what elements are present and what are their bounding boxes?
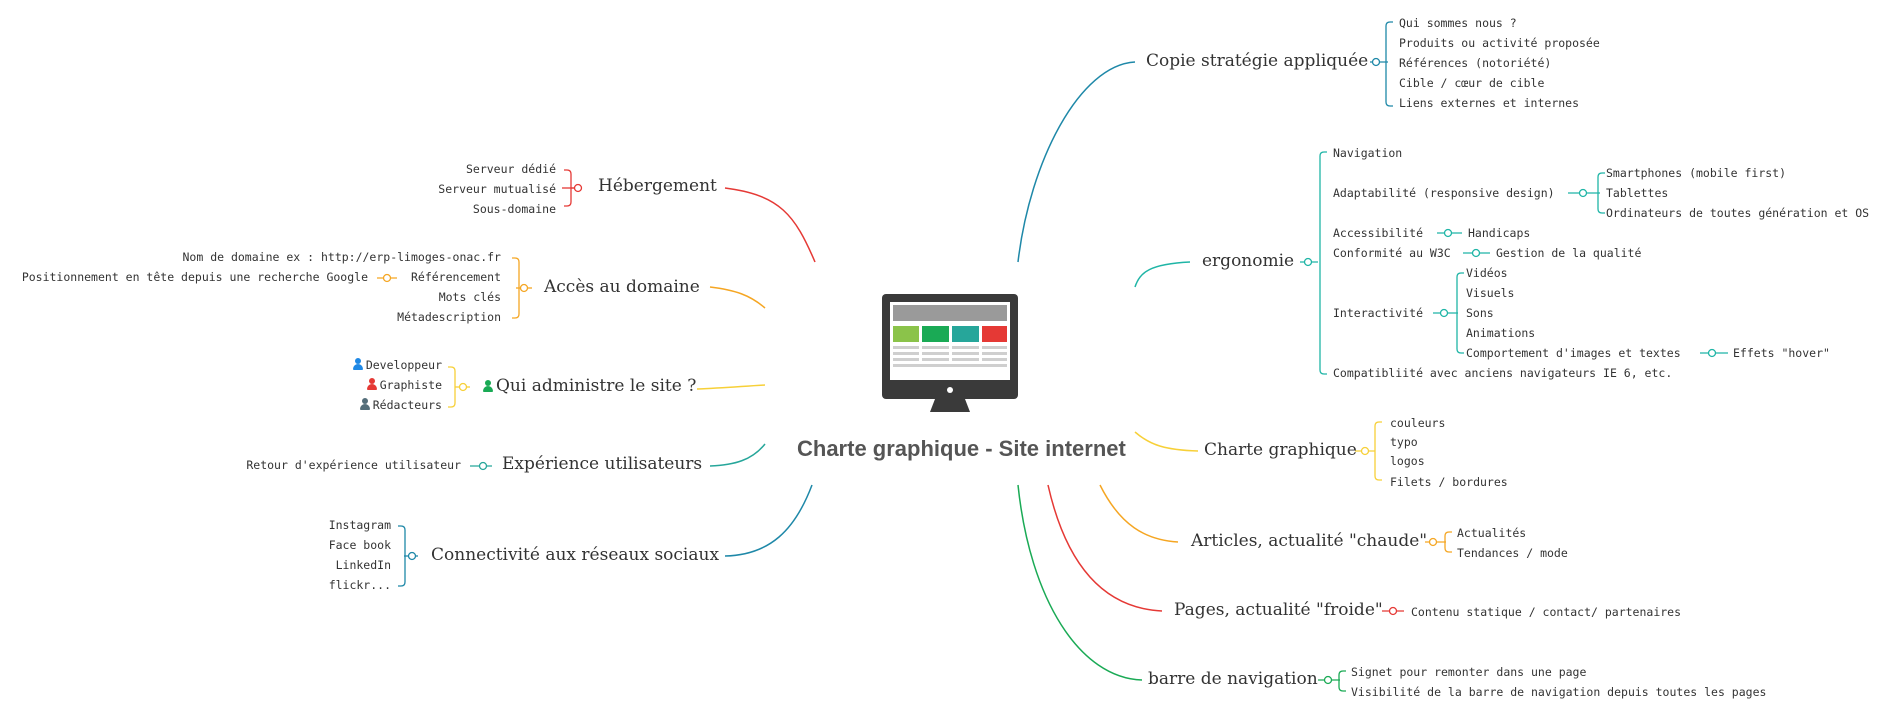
leaf-mots-cles[interactable]: Mots clés [438,290,501,304]
leaf-smartphones[interactable]: Smartphones (mobile first) [1606,166,1787,180]
leaf-developpeur[interactable]: Developpeur [352,358,442,372]
leaf-ordinateurs[interactable]: Ordinateurs de toutes génération et OS [1606,206,1870,220]
leaf-graphiste-label: Graphiste [379,378,442,392]
leaf-graphiste[interactable]: Graphiste [366,378,442,392]
leaf-tendances[interactable]: Tendances / mode [1457,546,1568,560]
branch-ergonomie[interactable]: ergonomie [1202,251,1295,271]
user-icon [482,380,494,392]
leaf-developpeur-label: Developpeur [365,358,442,372]
leaf-visuels[interactable]: Visuels [1466,286,1515,300]
user-icon [359,398,371,410]
branch-barre-navigation[interactable]: barre de navigation [1148,669,1318,689]
branch-charte-graphique[interactable]: Charte graphique [1204,440,1357,460]
leaf-comportement[interactable]: Comportement d'images et textes [1466,346,1681,360]
leaf-adaptabilite[interactable]: Adaptabilité (responsive design) [1333,186,1555,200]
leaf-redacteurs-label: Rédacteurs [372,398,442,412]
leaf-positionnement[interactable]: Positionnement en tête depuis une recher… [21,270,368,284]
leaf-metadescription[interactable]: Métadescription [397,310,501,324]
leaf-tablettes[interactable]: Tablettes [1606,186,1669,200]
branch-qui-administre-label: Qui administre le site ? [496,376,697,396]
branch-pages[interactable]: Pages, actualité "froide" [1174,600,1383,620]
branch-qui-administre[interactable]: Qui administre le site ? [482,376,696,396]
leaf-effets-hover[interactable]: Effets "hover" [1733,346,1830,360]
leaf-linkedin[interactable]: LinkedIn [335,558,391,572]
leaf-flickr[interactable]: flickr... [328,578,391,592]
leaf-navigation[interactable]: Navigation [1333,146,1403,160]
branch-experience[interactable]: Expérience utilisateurs [502,454,703,474]
leaf-handicaps[interactable]: Handicaps [1468,226,1531,240]
leaf-qui-sommes-nous[interactable]: Qui sommes nous ? [1399,16,1517,30]
central-topic[interactable]: Charte graphique - Site internet [797,436,1126,461]
leaf-animations[interactable]: Animations [1466,326,1536,340]
leaf-sous-domaine[interactable]: Sous-domaine [472,202,556,216]
leaf-referencement[interactable]: Référencement [410,270,501,284]
branch-hebergement[interactable]: Hébergement [598,176,717,196]
leaf-visibilite-barre[interactable]: Visibilité de la barre de navigation dep… [1351,685,1767,699]
leaf-nom-domaine[interactable]: Nom de domaine ex : http://erp-limoges-o… [182,250,502,264]
leaf-compatibilite[interactable]: Compatibliité avec anciens navigateurs I… [1333,366,1673,380]
branch-copie-strategie[interactable]: Copie stratégie appliquée [1146,51,1369,71]
leaf-liens[interactable]: Liens externes et internes [1399,96,1580,110]
leaf-conformite-w3c[interactable]: Conformité au W3C [1333,246,1451,260]
leaf-cible[interactable]: Cible / cœur de cible [1399,76,1545,90]
leaf-gestion-qualite[interactable]: Gestion de la qualité [1496,246,1642,260]
leaf-videos[interactable]: Vidéos [1466,266,1508,280]
leaf-sons[interactable]: Sons [1466,306,1494,320]
leaf-interactivite[interactable]: Interactivité [1333,306,1424,320]
monitor-icon [880,282,1020,427]
leaf-facebook[interactable]: Face book [328,538,391,552]
branch-acces-domaine[interactable]: Accès au domaine [544,277,700,297]
branch-reseaux-sociaux[interactable]: Connectivité aux réseaux sociaux [431,545,720,565]
leaf-serveur-mutualise[interactable]: Serveur mutualisé [438,182,556,196]
leaf-produits[interactable]: Produits ou activité proposée [1399,36,1600,50]
leaf-redacteurs[interactable]: Rédacteurs [359,398,442,412]
leaf-serveur-dedie[interactable]: Serveur dédié [465,162,556,176]
leaf-contenu-statique[interactable]: Contenu statique / contact/ partenaires [1411,605,1682,619]
leaf-signet[interactable]: Signet pour remonter dans une page [1351,665,1587,679]
leaf-actualites[interactable]: Actualités [1457,526,1527,540]
leaf-retour-experience[interactable]: Retour d'expérience utilisateur [246,458,461,472]
branch-articles[interactable]: Articles, actualité "chaude" [1191,531,1428,551]
leaf-filets-bordures[interactable]: Filets / bordures [1390,475,1508,489]
leaf-instagram[interactable]: Instagram [328,518,391,532]
leaf-couleurs[interactable]: couleurs [1390,416,1446,430]
leaf-references[interactable]: Références (notoriété) [1399,56,1552,70]
leaf-accessibilite[interactable]: Accessibilité [1333,226,1424,240]
user-icon [352,358,364,370]
leaf-logos[interactable]: logos [1390,454,1425,468]
user-icon [366,378,378,390]
leaf-typo[interactable]: typo [1390,435,1418,449]
